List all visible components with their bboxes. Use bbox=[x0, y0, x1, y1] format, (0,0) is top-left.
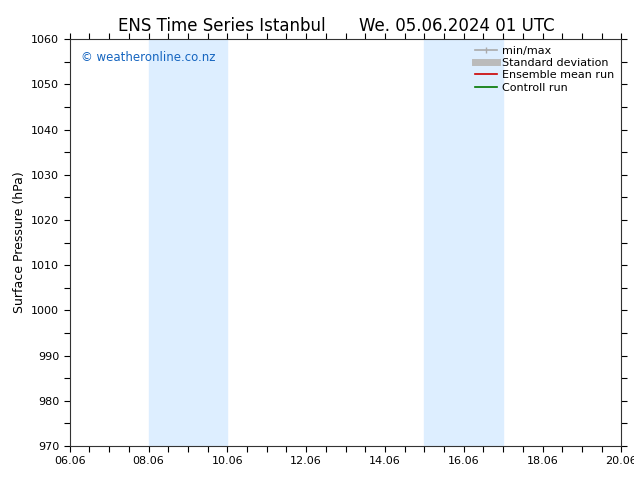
Text: We. 05.06.2024 01 UTC: We. 05.06.2024 01 UTC bbox=[359, 17, 554, 35]
Y-axis label: Surface Pressure (hPa): Surface Pressure (hPa) bbox=[13, 172, 25, 314]
Text: © weatheronline.co.nz: © weatheronline.co.nz bbox=[81, 51, 216, 64]
Text: ENS Time Series Istanbul: ENS Time Series Istanbul bbox=[118, 17, 326, 35]
Bar bbox=[148, 39, 228, 446]
Legend: min/max, Standard deviation, Ensemble mean run, Controll run: min/max, Standard deviation, Ensemble me… bbox=[471, 43, 618, 96]
Bar bbox=[424, 39, 503, 446]
